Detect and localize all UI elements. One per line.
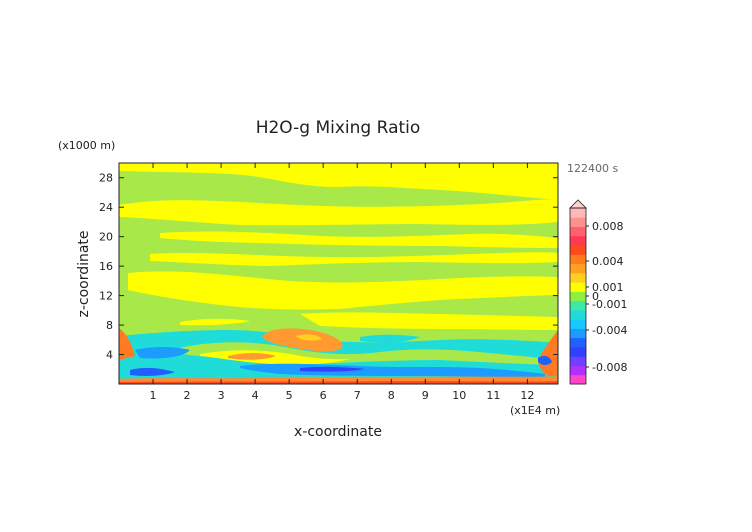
x-axis: 1 2 3 4 5 6 7 8 9 10 11 12 bbox=[150, 163, 534, 402]
colorbar-segment bbox=[570, 263, 586, 274]
time-label: 122400 s bbox=[567, 162, 618, 175]
colorbar-segment bbox=[570, 272, 586, 283]
field-blue-4 bbox=[300, 366, 365, 372]
field-yellow-band-6 bbox=[180, 318, 250, 326]
field-yellow-wave bbox=[200, 350, 350, 365]
x-tick-label: 12 bbox=[520, 389, 534, 402]
colorbar-segment bbox=[570, 374, 586, 385]
x-tick-label: 9 bbox=[422, 389, 429, 402]
x-tick-label: 3 bbox=[218, 389, 225, 402]
x-tick-label: 1 bbox=[150, 389, 157, 402]
contour-field bbox=[119, 163, 558, 384]
x-tick-label: 5 bbox=[286, 389, 293, 402]
x-tick-label: 2 bbox=[184, 389, 191, 402]
y-axis-label: z-coordinate bbox=[76, 230, 92, 317]
colorbar-segment bbox=[570, 217, 586, 228]
y-tick-label: 16 bbox=[99, 260, 113, 273]
colorbar-segment bbox=[570, 282, 586, 292]
colorbar-segment bbox=[570, 235, 586, 246]
y-tick-label: 4 bbox=[106, 349, 113, 362]
field-blue-3 bbox=[130, 367, 175, 376]
field-orange-1 bbox=[262, 328, 343, 352]
x-tick-label: 7 bbox=[354, 389, 361, 402]
x-tick-label: 8 bbox=[388, 389, 395, 402]
y-tick-label: 12 bbox=[99, 290, 113, 303]
colorbar-segment bbox=[570, 245, 586, 255]
colorbar-segment bbox=[570, 254, 586, 265]
colorbar-label: -0.004 bbox=[592, 324, 627, 337]
field-orange-2 bbox=[296, 334, 322, 341]
colorbar-segment bbox=[570, 365, 586, 376]
y-tick-label: 8 bbox=[106, 319, 113, 332]
colorbar-label: -0.001 bbox=[592, 298, 627, 311]
colorbar-label: 0 bbox=[592, 290, 599, 303]
colorbar-segment bbox=[570, 319, 586, 329]
y-unit-label: (x1000 m) bbox=[58, 139, 115, 152]
colorbar-segment bbox=[570, 356, 586, 366]
colorbar-segment bbox=[570, 328, 586, 339]
y-tick-label: 20 bbox=[99, 231, 113, 244]
field-blue-right bbox=[538, 355, 552, 365]
colorbar-label: 0.008 bbox=[592, 220, 624, 233]
colorbar-segment bbox=[570, 309, 586, 320]
colorbar-segment bbox=[570, 346, 586, 357]
colorbar-segment bbox=[570, 300, 586, 311]
field-yellow-band-3 bbox=[150, 252, 558, 266]
x-tick-label: 6 bbox=[320, 389, 327, 402]
field-cyan-mid bbox=[360, 334, 420, 343]
x-unit-label: (x1E4 m) bbox=[510, 404, 560, 417]
field-yellow-band-1 bbox=[119, 199, 558, 226]
x-axis-label: x-coordinate bbox=[294, 424, 382, 440]
field-orange-3 bbox=[228, 353, 276, 360]
field-surface-red bbox=[119, 381, 558, 384]
colorbar-label: 0.004 bbox=[592, 255, 624, 268]
y-axis: 4 8 12 16 20 24 28 bbox=[99, 172, 558, 362]
chart-title: H2O-g Mixing Ratio bbox=[256, 118, 421, 138]
y-tick-label: 24 bbox=[99, 201, 113, 214]
plot-frame bbox=[118, 162, 559, 385]
field-yellow-band-5 bbox=[300, 312, 558, 330]
field-yellow-top bbox=[119, 163, 558, 200]
colorbar-label: 0.001 bbox=[592, 281, 624, 294]
field-orange-left bbox=[119, 328, 135, 360]
y-tick-label: 28 bbox=[99, 172, 113, 185]
colorbar-segment bbox=[570, 208, 586, 218]
x-tick-label: 4 bbox=[252, 389, 259, 402]
colorbar-segment bbox=[570, 226, 586, 237]
colorbar-segment bbox=[570, 291, 586, 302]
field-yellow-band-2 bbox=[160, 231, 558, 248]
field-yellow-band-4 bbox=[128, 271, 558, 310]
colorbar-cap bbox=[569, 199, 587, 209]
colorbar-label: -0.008 bbox=[592, 361, 627, 374]
colorbar-segment bbox=[570, 337, 586, 348]
x-tick-label: 10 bbox=[452, 389, 466, 402]
x-tick-label: 11 bbox=[486, 389, 500, 402]
field-blue-1 bbox=[135, 347, 190, 359]
